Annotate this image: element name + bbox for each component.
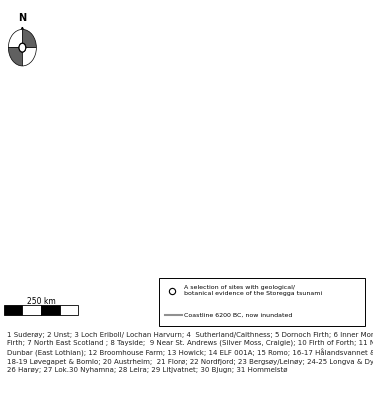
FancyBboxPatch shape	[159, 278, 365, 326]
Text: N: N	[18, 14, 26, 24]
Wedge shape	[9, 48, 22, 66]
Wedge shape	[22, 29, 37, 48]
Text: 1 Suderøy; 2 Unst; 3 Loch Eriboll/ Lochan Harvurn; 4  Sutherland/Caithness; 5 Do: 1 Suderøy; 2 Unst; 3 Loch Eriboll/ Locha…	[7, 332, 373, 373]
Text: Coastline 6200 BC, now inundated: Coastline 6200 BC, now inundated	[184, 312, 293, 318]
Bar	[4, 305, 22, 315]
Bar	[60, 305, 78, 315]
Text: 250 km: 250 km	[26, 298, 56, 306]
Circle shape	[19, 43, 26, 52]
Wedge shape	[9, 29, 22, 48]
Circle shape	[19, 43, 26, 52]
Bar	[22, 305, 41, 315]
Bar	[41, 305, 60, 315]
Wedge shape	[22, 48, 37, 66]
Text: A selection of sites with geological/
botanical evidence of the Storegga tsunami: A selection of sites with geological/ bo…	[184, 285, 322, 296]
